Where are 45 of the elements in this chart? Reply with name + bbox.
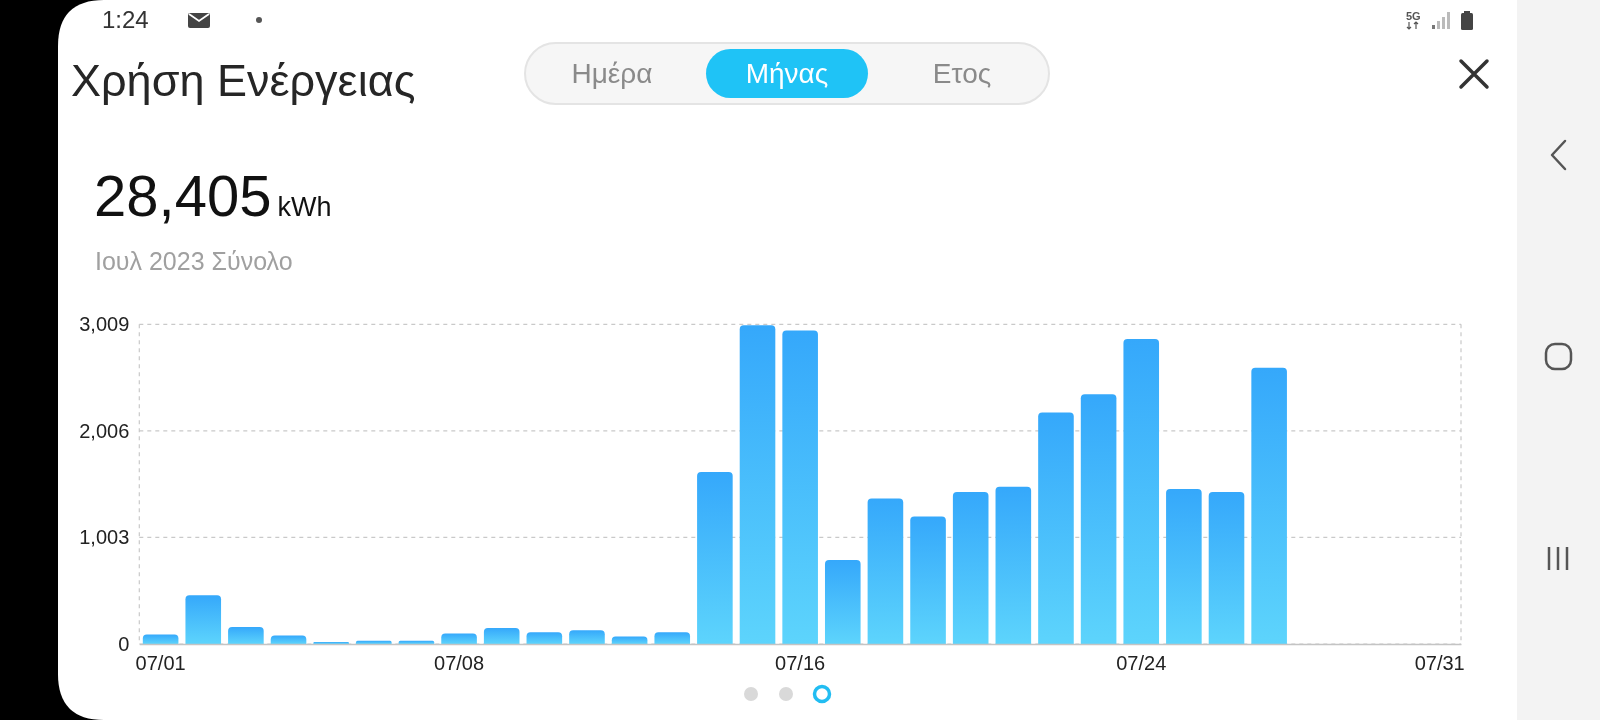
x-tick-label: 07/31 bbox=[1414, 652, 1465, 675]
bar bbox=[355, 640, 392, 644]
text: kWh bbox=[277, 192, 332, 222]
bar bbox=[952, 492, 989, 644]
bar bbox=[142, 634, 179, 644]
y-tick-label: 2,006 bbox=[79, 419, 130, 442]
bar bbox=[1166, 488, 1202, 644]
chart-title: Χρήση Ενέργειας bbox=[71, 55, 416, 106]
bar bbox=[398, 640, 435, 644]
bar bbox=[313, 641, 349, 644]
bar bbox=[697, 471, 733, 644]
x-tick-label: 07/24 bbox=[1116, 652, 1167, 675]
bar bbox=[185, 595, 222, 644]
text: Ημέρα bbox=[571, 58, 653, 89]
y-tick-label: 3,009 bbox=[79, 313, 130, 336]
x-tick-label: 07/08 bbox=[434, 652, 485, 675]
bar bbox=[483, 628, 520, 644]
bar bbox=[228, 627, 264, 644]
bar bbox=[1123, 339, 1160, 644]
bar bbox=[910, 516, 946, 644]
bar bbox=[824, 560, 861, 644]
text: Ετος bbox=[932, 58, 992, 89]
text: 5G bbox=[1406, 10, 1421, 22]
bar bbox=[526, 632, 563, 644]
x-tick-label: 07/01 bbox=[135, 652, 186, 675]
bar bbox=[1251, 367, 1287, 644]
bar bbox=[1038, 412, 1074, 644]
bar bbox=[569, 630, 605, 644]
bar bbox=[654, 632, 691, 644]
y-tick-label: 1,003 bbox=[79, 526, 130, 549]
bar bbox=[441, 633, 477, 644]
bar bbox=[1080, 394, 1117, 644]
text: Μήνας bbox=[745, 58, 829, 89]
bar bbox=[995, 486, 1032, 644]
bar bbox=[782, 330, 818, 644]
bar bbox=[867, 498, 904, 644]
bar bbox=[739, 325, 776, 644]
bar bbox=[270, 635, 307, 644]
text: Ιουλ 2023 Σύνολο bbox=[95, 247, 293, 275]
bar bbox=[1208, 492, 1245, 644]
text: 1:24 bbox=[102, 6, 149, 33]
x-tick-label: 07/16 bbox=[775, 652, 826, 675]
y-tick-label: 0 bbox=[118, 632, 130, 655]
text: 28,405 bbox=[94, 163, 272, 228]
bar bbox=[611, 636, 648, 644]
